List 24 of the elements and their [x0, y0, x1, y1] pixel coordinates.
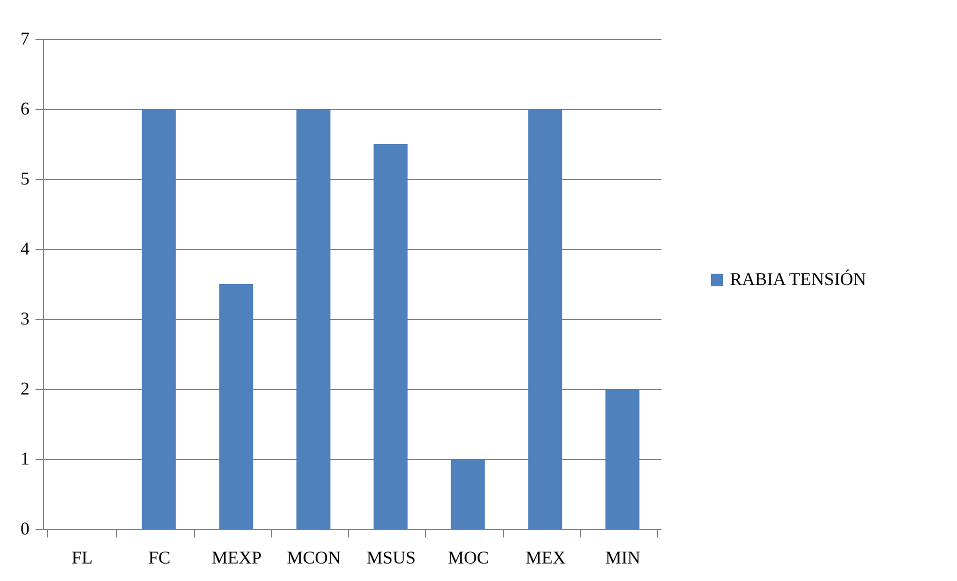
x-tick-label: MEXP [212, 548, 262, 568]
bar [374, 144, 408, 529]
x-tick-label: MEX [526, 548, 566, 568]
y-tick-label: 3 [20, 308, 30, 328]
bar [605, 389, 640, 529]
y-tick-label: 2 [20, 378, 30, 398]
bar [219, 284, 254, 529]
bar [528, 109, 562, 529]
bar [296, 109, 330, 529]
legend-label: RABIA TENSIÓN [730, 269, 866, 289]
bar [450, 459, 485, 529]
y-tick-label: 1 [20, 448, 30, 468]
x-tick-label: FL [72, 548, 93, 568]
y-tick-label: 6 [20, 98, 30, 118]
x-tick-label: MOC [448, 548, 489, 568]
x-tick-label: FC [148, 548, 170, 568]
x-tick-label: MSUS [366, 548, 416, 568]
bar [142, 109, 176, 529]
x-tick-label: MCON [286, 548, 341, 568]
y-tick-label: 7 [20, 28, 30, 48]
y-tick-label: 4 [20, 238, 30, 258]
x-tick-label: MIN [605, 548, 640, 568]
y-tick-label: 5 [20, 168, 30, 188]
y-tick-label: 0 [20, 518, 30, 538]
